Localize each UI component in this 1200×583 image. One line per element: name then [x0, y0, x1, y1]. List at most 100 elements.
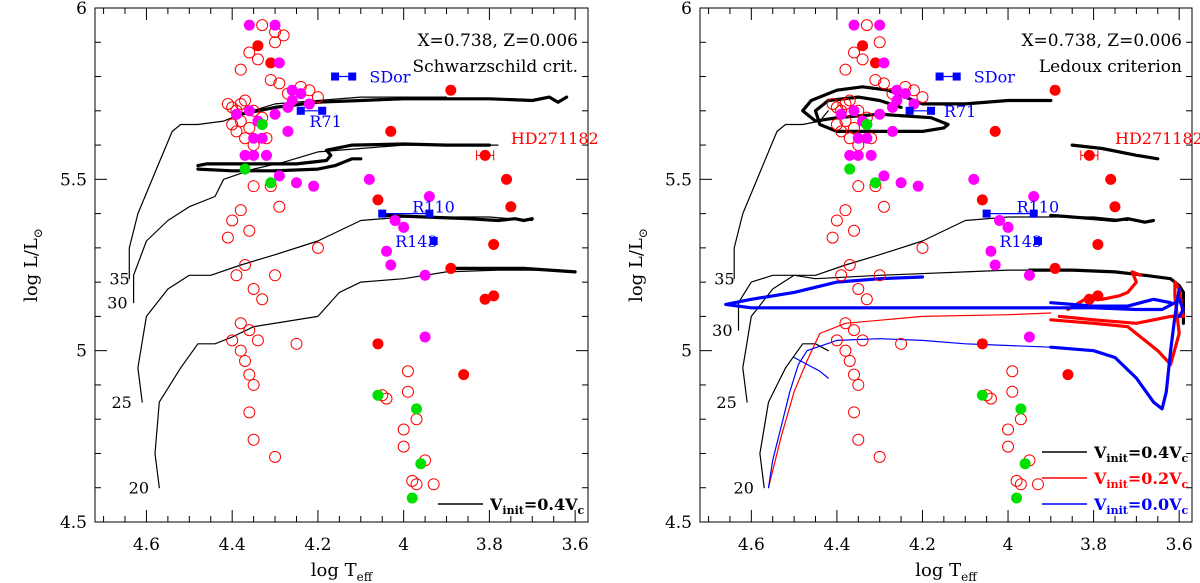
legend-sub: init — [1106, 504, 1128, 517]
star-filled-marker — [269, 108, 281, 120]
lbv-square-marker — [982, 209, 991, 218]
star-filled-marker — [857, 40, 869, 52]
star-filled-marker — [844, 163, 856, 175]
star-open-marker — [1002, 423, 1015, 436]
star-filled-marker — [985, 245, 997, 257]
star-open-marker — [860, 293, 873, 306]
star-open-marker — [226, 334, 239, 347]
annotation-criterion: Schwarzschild crit. — [412, 57, 578, 77]
track-line — [733, 110, 829, 280]
star-filled-marker — [861, 119, 873, 131]
star-filled-marker — [1049, 84, 1061, 96]
star-open-marker — [835, 269, 848, 282]
star-filled-marker — [891, 84, 903, 96]
track-line — [742, 216, 1129, 403]
star-filled-marker — [252, 40, 264, 52]
legend-label: Vinit=0.4Vc — [489, 495, 585, 517]
star-filled-marker — [488, 290, 500, 302]
star-open-marker — [839, 63, 852, 76]
star-label: SDor — [974, 68, 1015, 87]
star-open-marker — [835, 125, 848, 138]
star-open-marker — [848, 324, 861, 337]
star-open-marker — [243, 324, 256, 337]
mass-label: 30 — [712, 321, 732, 340]
y-axis-label-sun: ⊙ — [636, 228, 650, 238]
star-open-marker — [856, 53, 869, 66]
star-open-marker — [877, 200, 890, 213]
x-tick-label: 4.2 — [909, 535, 936, 555]
star-open-marker — [1002, 440, 1015, 453]
star-open-marker — [311, 91, 324, 104]
y-tick-label: 6 — [681, 0, 692, 19]
track-line — [1049, 213, 1156, 224]
plot-area — [724, 19, 1185, 504]
star-filled-marker — [899, 88, 911, 100]
lbv-square-marker — [1033, 237, 1042, 246]
plot-frame — [699, 7, 1193, 523]
star-filled-marker — [230, 108, 242, 120]
star-label: R143 — [395, 232, 438, 251]
mass-label: 20 — [734, 479, 754, 498]
star-filled-marker — [1109, 201, 1121, 213]
star-open-marker — [1006, 385, 1019, 398]
star-filled-marker — [968, 173, 980, 185]
y-tick-label: 5.5 — [60, 170, 87, 190]
star-open-marker — [839, 344, 852, 357]
star-filled-marker — [239, 163, 251, 175]
star-filled-marker — [1062, 369, 1074, 381]
star-filled-marker — [411, 403, 423, 415]
legend-sub2: c — [1182, 478, 1189, 491]
star-open-marker — [230, 125, 243, 138]
mass-label: 25 — [112, 393, 132, 412]
star-open-marker — [830, 334, 843, 347]
x-tick-label: 4.4 — [823, 535, 850, 555]
star-filled-marker — [385, 125, 397, 137]
star-open-marker — [839, 97, 852, 110]
star-open-marker — [397, 423, 410, 436]
star-label: R110 — [412, 198, 455, 217]
star-open-marker — [830, 118, 843, 131]
star-open-marker — [256, 19, 269, 32]
star-filled-marker — [308, 180, 320, 192]
track-line — [1027, 268, 1185, 325]
star-filled-marker — [861, 132, 873, 144]
star-open-marker — [243, 368, 256, 381]
y-tick-label: 4.5 — [665, 513, 692, 533]
x-tick-label: 4 — [1003, 535, 1014, 555]
star-open-marker — [848, 406, 861, 419]
star-filled-marker — [363, 173, 375, 185]
annotation-composition: X=0.738, Z=0.006 — [417, 31, 578, 51]
star-open-marker — [234, 97, 247, 110]
lbv-square-marker — [429, 237, 438, 246]
y-axis-label: log L/L⊙ — [21, 228, 45, 302]
star-filled-marker — [415, 458, 427, 470]
star-filled-marker — [372, 194, 384, 206]
star-filled-marker — [976, 338, 988, 350]
mass-label: 35 — [714, 270, 734, 289]
track-line — [196, 142, 491, 168]
star-open-marker — [247, 282, 260, 295]
star-filled-marker — [248, 149, 260, 161]
star-label: R71 — [944, 102, 976, 121]
y-tick-label: 5.5 — [665, 170, 692, 190]
star-filled-marker — [256, 119, 268, 131]
track-line — [196, 157, 363, 173]
star-open-marker — [269, 36, 282, 49]
y-tick-label: 4.5 — [60, 513, 87, 533]
star-filled-marker — [887, 125, 899, 137]
star-open-marker — [848, 46, 861, 59]
star-filled-marker — [1083, 293, 1095, 305]
track-line — [793, 356, 829, 379]
star-open-marker — [269, 450, 282, 463]
x-tick-label: 3.6 — [1166, 535, 1193, 555]
star-open-marker — [230, 269, 243, 282]
star-filled-marker — [912, 180, 924, 192]
star-open-marker — [226, 214, 239, 227]
star-filled-marker — [895, 177, 907, 189]
star-filled-marker — [976, 194, 988, 206]
star-filled-marker — [1002, 221, 1014, 233]
star-filled-marker — [398, 221, 410, 233]
star-filled-marker — [273, 170, 285, 182]
y-tick-label: 5 — [681, 342, 692, 362]
